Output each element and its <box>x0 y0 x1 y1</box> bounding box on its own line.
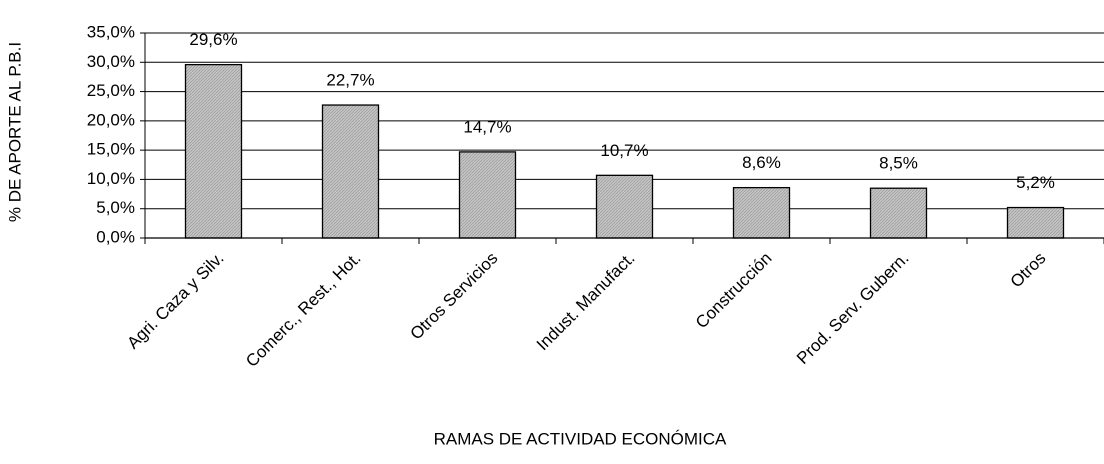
value-label: 29,6% <box>189 30 237 49</box>
x-tick-label: Comerc., Rest., Hot. <box>242 249 364 371</box>
y-tick-label: 35,0% <box>87 22 135 41</box>
bar <box>184 63 243 239</box>
value-label: 14,7% <box>463 117 511 136</box>
bar <box>595 174 654 239</box>
y-tick-label: 15,0% <box>87 140 135 159</box>
y-tick-label: 30,0% <box>87 52 135 71</box>
bar <box>732 186 791 239</box>
y-axis-title: % DE APORTE AL P.B.I <box>5 42 24 222</box>
value-label: 10,7% <box>600 141 648 160</box>
x-tick-label: Agri. Caza y Silv. <box>123 249 227 353</box>
x-axis-title: RAMAS DE ACTIVIDAD ECONÓMICA <box>434 429 727 448</box>
bar <box>458 151 517 239</box>
y-tick-label: 0,0% <box>96 227 135 246</box>
x-tick-label: Indust. Manufact. <box>533 249 639 355</box>
bar <box>1006 206 1065 239</box>
x-tick-label: Construcción <box>692 249 776 333</box>
bar <box>869 187 928 239</box>
x-tick-label: Otros Servicios <box>407 249 502 344</box>
y-tick-label: 20,0% <box>87 110 135 129</box>
value-label: 5,2% <box>1016 173 1055 192</box>
x-tick-label: Otros <box>1007 249 1050 292</box>
value-label: 8,5% <box>879 154 918 173</box>
y-tick-label: 25,0% <box>87 81 135 100</box>
y-tick-label: 5,0% <box>96 198 135 217</box>
bar <box>321 104 380 239</box>
x-tick-label: Prod. Serv. Gubern. <box>793 249 912 368</box>
value-label: 22,7% <box>326 71 374 90</box>
y-tick-label: 10,0% <box>87 169 135 188</box>
value-label: 8,6% <box>742 153 781 172</box>
